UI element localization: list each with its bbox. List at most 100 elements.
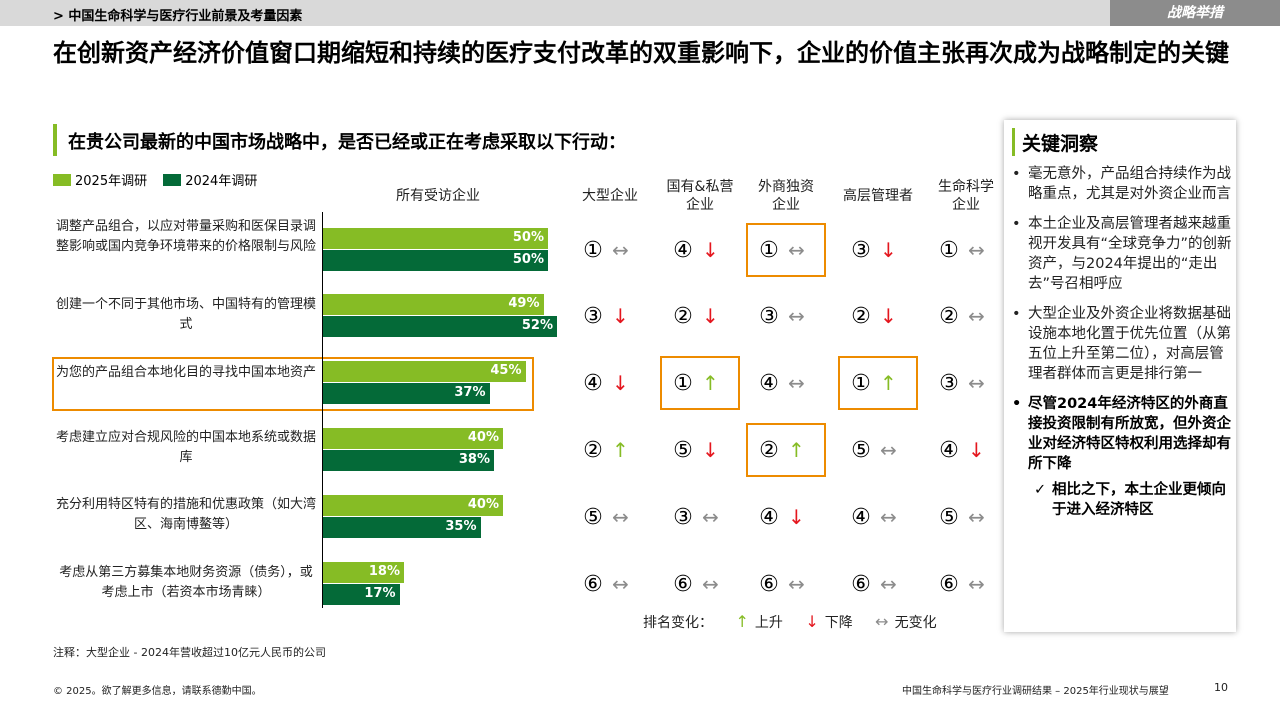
rank-cell: ⑤ ↔ — [576, 500, 656, 534]
key-insights-panel: 关键洞察 毫无意外，产品组合持续作为战略重点，尤其是对外资企业而言 本土企业及高… — [1004, 120, 1236, 632]
breadcrumb: > 中国生命科学与医疗行业前景及考量因素 — [53, 9, 303, 24]
chart-axis — [322, 212, 323, 608]
insights-accent-bar — [1012, 128, 1015, 156]
arrow-flat-icon: ↔ — [788, 238, 805, 262]
bar-value-label: 52% — [521, 318, 553, 333]
arrow-flat-icon: ↔ — [612, 505, 629, 529]
category-label: 为您的产品组合本地化目的寻找中国本地资产 — [55, 365, 316, 380]
rank-cell: ④ ↓ — [576, 366, 656, 400]
rank-cell: ④ ↔ — [752, 366, 832, 400]
rank-number: ⑥ — [759, 572, 779, 597]
arrow-down-icon: ↓ — [702, 304, 719, 328]
page-number: 10 — [1214, 681, 1228, 694]
arrow-flat-icon: ↔ — [702, 572, 719, 596]
bar-2025: 40% — [323, 495, 503, 516]
arrow-up-icon: ↑ — [735, 612, 749, 631]
rank-cell: ① ↔ — [932, 233, 1012, 267]
bar-2025: 40% — [323, 428, 503, 449]
insight-sub-item: ✓ 相比之下，本土企业更倾向于进入经济特区 — [1010, 480, 1232, 520]
rank-cell: ② ↔ — [932, 299, 1012, 333]
arrow-down-icon: ↓ — [702, 238, 719, 262]
bar-2024: 50% — [323, 250, 548, 271]
rank-cell: ⑥ ↔ — [932, 567, 1012, 601]
arrow-down-icon: ↓ — [702, 438, 719, 462]
bar-value-label: 37% — [454, 385, 486, 400]
report-title: 中国生命科学与医疗行业调研结果 – 2025年行业现状与展望 — [902, 686, 1169, 697]
rank-number: ② — [750, 432, 788, 470]
rank-cell: ① ↔ — [576, 233, 656, 267]
bar-value-label: 18% — [368, 564, 400, 579]
rank-cell: ③ ↔ — [752, 299, 832, 333]
rank-highlight-box — [660, 356, 740, 410]
copyright: © 2025。欲了解更多信息，请联系德勤中国。 — [53, 686, 262, 697]
legend-swatch-2024 — [163, 174, 182, 186]
insight-item: 毫无意外，产品组合持续作为战略重点，尤其是对外资企业而言 — [1010, 164, 1232, 204]
arrow-up-icon: ↑ — [880, 371, 897, 395]
rank-cell: ② ↑ — [574, 432, 656, 470]
column-header-rank: 生命科学 企业 — [938, 179, 994, 213]
bar-2025: 45% — [323, 361, 526, 382]
column-header-rank: 大型企业 — [582, 188, 638, 204]
top-bar — [0, 0, 1280, 26]
rank-number: ③ — [583, 304, 603, 329]
footnote: 注释：大型企业 - 2024年营收超过10亿元人民币的公司 — [53, 646, 326, 659]
bar-value-label: 50% — [512, 230, 544, 245]
rank-cell: ⑥ ↔ — [752, 567, 832, 601]
arrow-up-icon: ↑ — [612, 438, 629, 462]
rank-cell: ⑥ ↔ — [576, 567, 656, 601]
bar-value-label: 49% — [508, 296, 540, 311]
chart-legend: 2025年调研 2024年调研 — [53, 170, 269, 189]
arrow-flat-icon: ↔ — [788, 304, 805, 328]
rank-number: ④ — [759, 505, 779, 530]
arrow-down-icon: ↓ — [880, 304, 897, 328]
arrow-flat-icon: ↔ — [968, 371, 985, 395]
rank-cell: ③ ↔ — [932, 366, 1012, 400]
rank-number: ④ — [759, 371, 779, 396]
arrow-flat-icon: ↔ — [880, 505, 897, 529]
bar-2024: 52% — [323, 316, 557, 337]
rank-cell: ① ↔ — [752, 233, 832, 267]
column-header-rank: 国有&私营 企业 — [666, 179, 734, 213]
highlighted-row-box — [52, 357, 534, 411]
insights-list: 毫无意外，产品组合持续作为战略重点，尤其是对外资企业而言 本土企业及高层管理者越… — [1010, 164, 1232, 480]
bar-value-label: 17% — [364, 586, 396, 601]
bar-2025: 49% — [323, 294, 544, 315]
category-label: 充分利用特区特有的措施和优惠政策（如大湾区、海南博鳌等） — [55, 497, 316, 532]
insight-item: 大型企业及外资企业将数据基础设施本地化置于优先位置（从第五位上升至第二位），对高… — [1010, 304, 1232, 384]
insight-sub-text: 相比之下，本土企业更倾向于进入经济特区 — [1052, 482, 1226, 518]
bar-value-label: 45% — [490, 363, 522, 378]
arrow-down-icon: ↓ — [788, 505, 805, 529]
rank-number: ① — [842, 365, 880, 403]
rank-cell: ④ ↓ — [752, 500, 832, 534]
arrow-flat-icon: ↔ — [788, 572, 805, 596]
arrow-up-icon: ↑ — [788, 438, 805, 462]
legend-item-2024: 2024年调研 — [163, 170, 257, 189]
arrow-flat-icon: ↔ — [968, 238, 985, 262]
rank-highlight-box — [838, 356, 918, 410]
arrow-flat-icon: ↔ — [968, 304, 985, 328]
rank-cell: ⑤ ↓ — [666, 433, 746, 467]
bar-2024: 35% — [323, 517, 481, 538]
category-label: 创建一个不同于其他市场、中国特有的管理模式 — [55, 297, 316, 332]
arrow-down-icon: ↓ — [612, 371, 629, 395]
arrow-flat-icon: ↔ — [612, 572, 629, 596]
category-label: 调整产品组合，以应对带量采购和医保目录调整影响或国内竞争环境带来的价格限制与风险 — [55, 219, 316, 254]
rank-number: ⑥ — [673, 572, 693, 597]
category-label: 考虑建立应对合规风险的中国本地系统或数据库 — [55, 430, 316, 465]
arrow-flat-icon: ↔ — [788, 371, 805, 395]
rank-number: ⑥ — [851, 572, 871, 597]
rank-number: ④ — [851, 505, 871, 530]
bar-2024: 38% — [323, 450, 494, 471]
rank-cell: ⑥ ↔ — [844, 567, 924, 601]
rank-number: ⑥ — [583, 572, 603, 597]
rank-number: ③ — [673, 505, 693, 530]
rank-cell: ② ↑ — [750, 432, 832, 470]
bar-value-label: 40% — [467, 430, 499, 445]
bar-2025: 18% — [323, 562, 404, 583]
rank-number: ① — [664, 365, 702, 403]
legend-label-2024: 2024年调研 — [185, 174, 258, 189]
rank-number: ③ — [939, 371, 959, 396]
rank-number: ② — [939, 304, 959, 329]
arrow-flat-icon: ↔ — [612, 238, 629, 262]
rank-cell: ③ ↓ — [576, 299, 656, 333]
